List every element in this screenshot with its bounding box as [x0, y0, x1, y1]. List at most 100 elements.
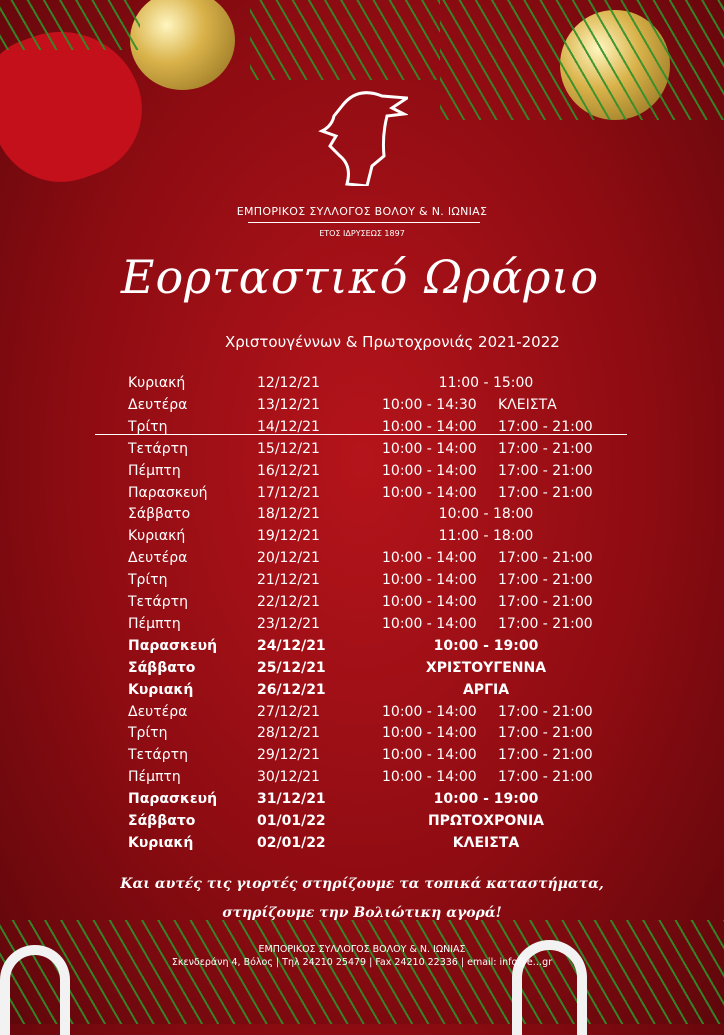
schedule-row: Δευτέρα 27/12/21 10:00 - 14:00 17:00 - 21:0… [0, 701, 724, 723]
morning-hours-cell: 10:00 - 14:00 [382, 550, 477, 567]
schedule-row: Σάββατο 25/12/21 ΧΡΙΣΤΟΥΓΕΝΝΑ [0, 657, 724, 679]
day-cell: Τρίτη [128, 572, 168, 589]
date-cell: 31/12/21 [257, 791, 326, 808]
day-cell: Σάββατο [128, 659, 196, 676]
pine-branch [440, 0, 724, 120]
evening-hours-cell: 17:00 - 21:00 [498, 440, 593, 457]
pine-branch [0, 0, 140, 50]
date-cell: 12/12/21 [257, 375, 320, 391]
candy-cane [512, 940, 587, 1035]
schedule-row: Σάββατο 18/12/21 10:00 - 18:00 [0, 503, 724, 525]
date-cell: 24/12/21 [257, 637, 326, 654]
hours-cell: ΑΡΓΙΑ [462, 681, 510, 698]
day-cell: Παρασκευή [128, 484, 208, 501]
poster-title: Εορταστικό Ωράριο [120, 250, 600, 304]
schedule-row: Κυριακή 12/12/21 11:00 - 15:00 [0, 372, 724, 394]
evening-hours-cell: 17:00 - 21:00 [498, 769, 593, 786]
schedule-row: Κυριακή 02/01/22 ΚΛΕΙΣΤΑ [0, 832, 724, 854]
morning-hours-cell: 10:00 - 14:00 [382, 462, 477, 479]
hours-cell: ΚΛΕΙΣΤΑ [452, 834, 520, 851]
schedule-row: Παρασκευή 31/12/21 10:00 - 19:00 [0, 788, 724, 810]
day-cell: Τρίτη [128, 725, 168, 742]
divider [248, 222, 480, 223]
pine-branch [250, 0, 440, 80]
date-cell: 18/12/21 [257, 506, 320, 523]
morning-hours-cell: 10:00 - 14:00 [382, 440, 477, 457]
morning-hours-cell: 10:00 - 14:00 [382, 769, 477, 786]
evening-hours-cell: ΚΛΕΙΣΤΑ [498, 396, 557, 413]
slogan-line: στηρίζουμε την Βολιώτικη αγορά! [222, 905, 502, 921]
day-cell: Κυριακή [128, 375, 186, 391]
day-cell: Πέμπτη [128, 615, 181, 632]
day-cell: Τετάρτη [128, 594, 188, 610]
day-cell: Πέμπτη [128, 462, 181, 479]
schedule-row: Κυριακή 26/12/21 ΑΡΓΙΑ [0, 679, 724, 701]
morning-hours-cell: 10:00 - 14:00 [382, 484, 477, 501]
schedule-row: Δευτέρα 13/12/21 10:00 - 14:30 ΚΛΕΙΣΤΑ [0, 394, 724, 416]
schedule-row: Τετάρτη 15/12/21 10:00 - 14:00 17:00 - 21:0… [0, 438, 724, 460]
date-cell: 17/12/21 [257, 484, 320, 501]
schedule-row: Πέμπτη 30/12/21 10:00 - 14:00 17:00 - 21:00 [0, 766, 724, 788]
organization-name: ΕΜΠΟΡΙΚΟΣ ΣΥΛΛΟΓΟΣ ΒΟΛΟΥ & Ν. ΙΩΝΙΑΣ [236, 205, 488, 218]
date-cell: 28/12/21 [257, 725, 320, 742]
day-cell: Δευτέρα [128, 396, 188, 413]
slogan-line: Και αυτές τις γιορτές στηρίζουμε τα τοπι… [120, 876, 604, 892]
evening-hours-cell: 17:00 - 21:00 [498, 594, 593, 610]
evening-hours-cell: 17:00 - 21:00 [498, 462, 593, 479]
footer-contact: Σκενδεράνη 4, Βόλος | Τηλ 24210 25479 | … [171, 957, 553, 968]
schedule-row: Πέμπτη 16/12/21 10:00 - 14:00 17:00 - 21:00 [0, 460, 724, 482]
date-cell: 22/12/21 [257, 594, 320, 610]
morning-hours-cell: 10:00 - 14:00 [382, 747, 477, 764]
schedule-row: Τρίτη 14/12/21 10:00 - 14:00 17:00 - 21:00 [0, 416, 724, 438]
morning-hours-cell: 10:00 - 14:00 [382, 594, 477, 610]
date-cell: 30/12/21 [257, 769, 320, 786]
day-cell: Τετάρτη [128, 747, 188, 764]
day-cell: Τετάρτη [128, 440, 188, 457]
day-cell: Πέμπτη [128, 769, 181, 786]
day-cell: Κυριακή [128, 834, 194, 851]
day-cell: Παρασκευή [128, 637, 218, 654]
schedule-row: Παρασκευή 24/12/21 10:00 - 19:00 [0, 635, 724, 657]
date-cell: 13/12/21 [257, 396, 320, 413]
evening-hours-cell: 17:00 - 21:00 [498, 572, 593, 589]
morning-hours-cell: 10:00 - 14:00 [382, 703, 477, 720]
table-divider [95, 434, 627, 435]
hours-cell: 11:00 - 18:00 [438, 528, 534, 545]
date-cell: 01/01/22 [257, 813, 326, 829]
date-cell: 25/12/21 [257, 659, 326, 676]
schedule-row: Παρασκευή 17/12/21 10:00 - 14:00 17:00 - 21… [0, 482, 724, 504]
date-cell: 29/12/21 [257, 747, 320, 764]
evening-hours-cell: 17:00 - 21:00 [498, 725, 593, 742]
date-cell: 27/12/21 [257, 703, 320, 720]
candy-cane [0, 945, 70, 1035]
poster-subtitle: Χριστουγέννων & Πρωτοχρονιάς 2021-2022 [225, 333, 560, 351]
schedule-row: Σάββατο 01/01/22 ΠΡΩΤΟΧΡΟΝΙΑ [0, 810, 724, 832]
gold-ornament [130, 0, 235, 90]
morning-hours-cell: 10:00 - 14:00 [382, 725, 477, 742]
schedule-row: Δευτέρα 20/12/21 10:00 - 14:00 17:00 - 21:0… [0, 547, 724, 569]
pine-branch [0, 920, 724, 1024]
morning-hours-cell: 10:00 - 14:00 [382, 615, 477, 632]
footer-organization: ΕΜΠΟΡΙΚΟΣ ΣΥΛΛΟΓΟΣ ΒΟΛΟΥ & Ν. ΙΩΝΙΑΣ [258, 944, 466, 955]
morning-hours-cell: 10:00 - 14:00 [382, 418, 477, 435]
schedule-row: Πέμπτη 23/12/21 10:00 - 14:00 17:00 - 21:00 [0, 613, 724, 635]
date-cell: 23/12/21 [257, 615, 320, 632]
date-cell: 15/12/21 [257, 440, 320, 457]
evening-hours-cell: 17:00 - 21:00 [498, 703, 593, 720]
day-cell: Τρίτη [128, 418, 168, 435]
founded-year: ΕΤΟΣ ΙΔΡΥΣΕΩΣ 1897 [319, 229, 405, 238]
hermes-head-logo [318, 91, 408, 186]
date-cell: 19/12/21 [257, 528, 320, 545]
date-cell: 26/12/21 [257, 681, 326, 698]
schedule-row: Κυριακή 19/12/21 11:00 - 18:00 [0, 525, 724, 547]
hours-cell: ΧΡΙΣΤΟΥΓΕΝΝΑ [425, 659, 547, 676]
hours-cell: 10:00 - 18:00 [438, 506, 534, 523]
date-cell: 21/12/21 [257, 572, 320, 589]
evening-hours-cell: 17:00 - 21:00 [498, 615, 593, 632]
day-cell: Κυριακή [128, 528, 186, 545]
day-cell: Κυριακή [128, 681, 194, 698]
schedule-row: Τρίτη 21/12/21 10:00 - 14:00 17:00 - 21:00 [0, 569, 724, 591]
hours-cell: 11:00 - 15:00 [438, 375, 534, 391]
morning-hours-cell: 10:00 - 14:30 [382, 396, 477, 413]
date-cell: 20/12/21 [257, 550, 320, 567]
